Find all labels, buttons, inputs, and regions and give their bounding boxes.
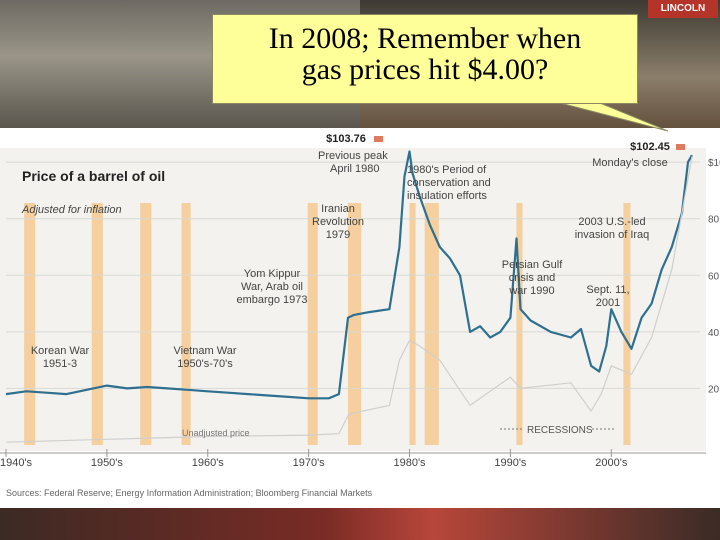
x-tick-label: 2000's <box>595 457 628 469</box>
peak-text-1980: April 1980 <box>330 163 380 175</box>
event-label-yomkippur: Yom Kippur <box>244 268 301 280</box>
event-label-iranian: 1979 <box>326 229 350 241</box>
peak-text-1980: Previous peak <box>318 150 388 162</box>
peak-value-2008: $102.45 <box>630 141 670 153</box>
recession-band <box>181 203 191 445</box>
peak-marker-2008 <box>676 144 685 150</box>
event-label-period1980: 1980's Period of <box>407 164 487 176</box>
y-tick-label: 20 <box>708 384 720 395</box>
recession-band <box>347 203 362 445</box>
callout-box: In 2008; Remember when gas prices hit $4… <box>212 14 638 104</box>
event-label-iranian: Revolution <box>312 216 364 228</box>
x-tick-label: 1950's <box>91 457 124 469</box>
y-tick-label: $100 <box>708 158 720 169</box>
recession-band <box>91 203 103 445</box>
recession-band <box>307 203 318 445</box>
recession-band <box>424 203 439 445</box>
unadjusted-label: Unadjusted price <box>182 428 250 438</box>
event-label-sept11: Sept. 11, <box>586 284 629 296</box>
x-tick-label: 1980's <box>393 457 426 469</box>
x-tick-label: 1990's <box>494 457 527 469</box>
peak-marker-1980 <box>374 136 383 142</box>
callout-tail <box>559 102 669 132</box>
recession-band <box>24 203 36 445</box>
event-label-period1980: insulation efforts <box>407 190 487 202</box>
event-label-vietnam: Vietnam War <box>174 345 237 357</box>
callout-line-1: In 2008; Remember when <box>268 22 582 55</box>
y-tick-label: 60 <box>708 271 720 282</box>
street-sign: LINCOLN <box>648 0 718 18</box>
recession-label: RECESSIONS <box>527 425 593 436</box>
event-label-sept11: 2001 <box>596 297 620 309</box>
x-tick-label: 1970's <box>293 457 326 469</box>
event-label-iraq: invasion of Iraq <box>575 229 650 241</box>
event-label-yomkippur: embargo 1973 <box>237 294 308 306</box>
recession-band <box>409 203 416 445</box>
chart-subtitle: Adjusted for inflation <box>21 204 122 216</box>
event-label-gulf: crisis and <box>509 272 555 284</box>
event-label-iraq: 2003 U.S.-led <box>578 216 645 228</box>
recession-band <box>140 203 152 445</box>
event-label-gulf: Persian Gulf <box>502 259 563 271</box>
chart-title: Price of a barrel of oil <box>22 168 165 184</box>
y-tick-label: 80 <box>708 215 720 226</box>
callout-line-2: gas prices hit $4.00? <box>301 53 549 86</box>
series-line-adjusted <box>5 150 693 400</box>
x-tick-label: 1960's <box>192 457 225 469</box>
event-label-vietnam: 1950's-70's <box>177 358 233 370</box>
chart-source: Sources: Federal Reserve; Energy Informa… <box>6 488 373 498</box>
event-label-yomkippur: War, Arab oil <box>241 281 303 293</box>
event-label-iranian: Iranian <box>321 203 355 215</box>
peak-text-2008: Monday's close <box>592 157 667 169</box>
series-line-unadjusted <box>5 156 693 443</box>
recession-band <box>516 203 523 445</box>
event-label-korean: Korean War <box>31 345 90 357</box>
y-tick-label: 40 <box>708 328 720 339</box>
event-label-period1980: conservation and <box>407 177 491 189</box>
peak-value-1980: $103.76 <box>326 133 366 145</box>
event-label-korean: 1951-3 <box>43 358 77 370</box>
recession-band <box>623 203 631 445</box>
x-tick-label: 1940's <box>0 457 33 469</box>
event-label-gulf: war 1990 <box>508 285 554 297</box>
